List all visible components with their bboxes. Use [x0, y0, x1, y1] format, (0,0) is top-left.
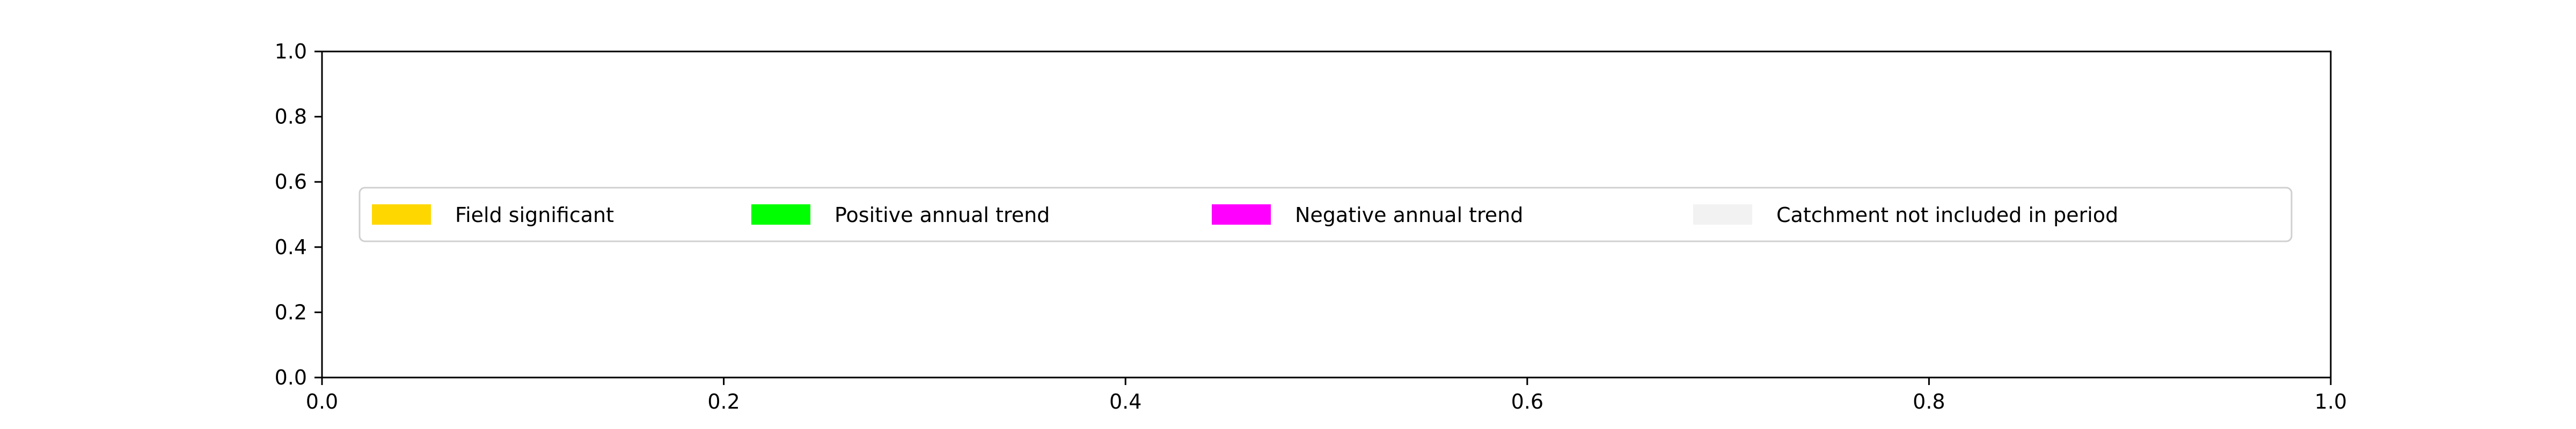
- x-tick-label: 0.0: [306, 390, 338, 413]
- y-tick-label: 0.4: [275, 235, 307, 259]
- legend-label: Field significant: [455, 203, 614, 227]
- y-tick-label: 0.6: [275, 170, 307, 194]
- legend-swatch: [1212, 204, 1271, 225]
- x-tick-label: 1.0: [2315, 390, 2347, 413]
- legend-box: [358, 187, 2293, 242]
- y-tick-label: 1.0: [275, 40, 307, 63]
- y-tick-label: 0.2: [275, 300, 307, 324]
- legend-label: Positive annual trend: [835, 203, 1050, 227]
- y-tick-label: 0.8: [275, 105, 307, 129]
- legend: Field significant Positive annual trend Ne…: [358, 187, 2293, 242]
- x-axis: 0.0 0.2 0.4 0.6 0.8 1.0: [306, 378, 2347, 413]
- legend-swatch: [1693, 204, 1752, 225]
- x-tick-label: 0.8: [1913, 390, 1945, 413]
- x-tick-label: 0.2: [707, 390, 740, 413]
- legend-swatch: [751, 204, 810, 225]
- legend-swatch: [372, 204, 431, 225]
- x-tick-label: 0.6: [1511, 390, 1543, 413]
- legend-label: Negative annual trend: [1295, 203, 1523, 227]
- y-tick-label: 0.0: [275, 366, 307, 389]
- y-axis: 0.0 0.2 0.4 0.6 0.8 1.0: [275, 40, 322, 389]
- legend-label: Catchment not included in period: [1776, 203, 2118, 227]
- x-tick-label: 0.4: [1109, 390, 1141, 413]
